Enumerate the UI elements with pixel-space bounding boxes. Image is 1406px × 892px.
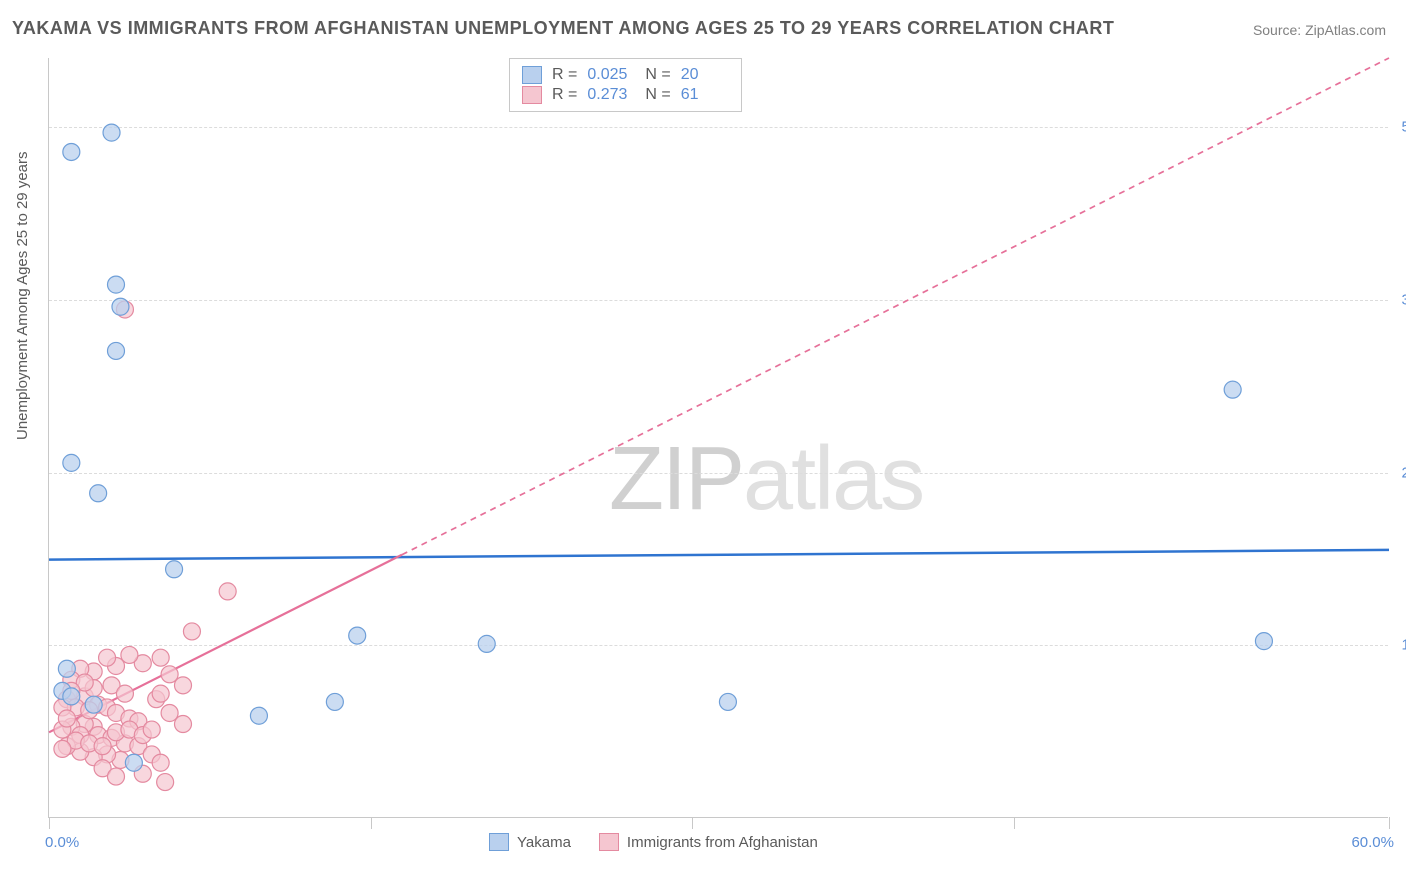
data-point	[143, 721, 160, 738]
legend-swatch-yakama	[489, 833, 509, 851]
x-axis-max-label: 60.0%	[1351, 834, 1394, 851]
chart-title: YAKAMA VS IMMIGRANTS FROM AFGHANISTAN UN…	[12, 18, 1114, 39]
data-point	[478, 635, 495, 652]
y-tick-label: 37.5%	[1401, 291, 1406, 308]
data-point	[183, 623, 200, 640]
data-point	[175, 716, 192, 733]
data-point	[152, 685, 169, 702]
data-point	[58, 710, 75, 727]
x-axis-min-label: 0.0%	[45, 834, 79, 851]
data-point	[250, 707, 267, 724]
data-point	[1255, 633, 1272, 650]
data-point	[219, 583, 236, 600]
x-tick	[49, 817, 50, 829]
legend-item-yakama: Yakama	[489, 833, 571, 851]
y-tick-label: 12.5%	[1401, 637, 1406, 654]
trend-line-dashed	[402, 58, 1389, 555]
data-point	[94, 738, 111, 755]
data-point	[63, 454, 80, 471]
trend-line-solid	[49, 550, 1389, 560]
legend-label-yakama: Yakama	[517, 834, 571, 851]
data-point	[108, 768, 125, 785]
data-point	[54, 740, 71, 757]
data-point	[125, 754, 142, 771]
legend-swatch-afghanistan	[599, 833, 619, 851]
source-attribution: Source: ZipAtlas.com	[1253, 22, 1386, 38]
data-point	[63, 688, 80, 705]
data-point	[85, 696, 102, 713]
data-point	[90, 485, 107, 502]
legend-label-afghanistan: Immigrants from Afghanistan	[627, 834, 818, 851]
plot-area: ZIPatlas R = 0.025 N = 20 R = 0.273 N = …	[48, 58, 1388, 818]
legend-item-afghanistan: Immigrants from Afghanistan	[599, 833, 818, 851]
data-point	[116, 685, 133, 702]
data-point	[112, 298, 129, 315]
data-point	[108, 276, 125, 293]
y-tick-label: 50.0%	[1401, 119, 1406, 136]
x-tick	[1389, 817, 1390, 829]
x-tick	[692, 817, 693, 829]
data-point	[175, 677, 192, 694]
data-point	[99, 649, 116, 666]
x-tick	[371, 817, 372, 829]
data-point	[157, 774, 174, 791]
data-point	[103, 124, 120, 141]
data-point	[63, 143, 80, 160]
y-axis-label: Unemployment Among Ages 25 to 29 years	[14, 151, 31, 440]
data-point	[152, 754, 169, 771]
data-point	[1224, 381, 1241, 398]
data-point	[719, 693, 736, 710]
data-point	[58, 660, 75, 677]
data-point	[349, 627, 366, 644]
legend: Yakama Immigrants from Afghanistan	[489, 833, 818, 851]
data-point	[326, 693, 343, 710]
plot-svg	[49, 58, 1388, 817]
data-point	[166, 561, 183, 578]
x-tick	[1014, 817, 1015, 829]
data-point	[108, 342, 125, 359]
data-point	[152, 649, 169, 666]
y-tick-label: 25.0%	[1401, 464, 1406, 481]
